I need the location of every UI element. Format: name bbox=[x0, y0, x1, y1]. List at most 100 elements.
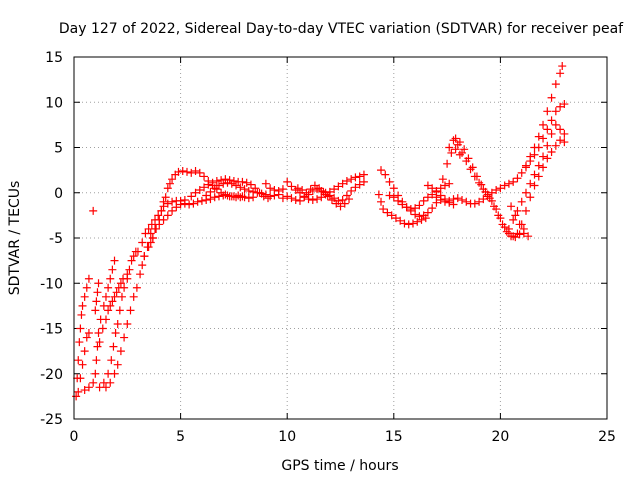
data-point bbox=[539, 152, 548, 161]
data-point bbox=[351, 183, 360, 192]
data-point bbox=[451, 134, 460, 143]
data-point bbox=[129, 292, 138, 301]
data-point bbox=[80, 386, 89, 395]
data-point bbox=[155, 220, 164, 229]
data-point bbox=[315, 184, 324, 193]
data-point bbox=[475, 178, 484, 187]
data-point bbox=[119, 274, 128, 283]
data-point bbox=[385, 177, 394, 186]
data-point bbox=[475, 197, 484, 206]
data-point bbox=[440, 181, 449, 190]
data-point bbox=[75, 338, 84, 347]
grid-lines bbox=[74, 57, 607, 419]
data-point bbox=[423, 181, 432, 190]
data-point bbox=[539, 163, 548, 172]
data-point bbox=[101, 292, 110, 301]
data-point bbox=[466, 165, 475, 174]
data-point bbox=[443, 159, 452, 168]
data-point bbox=[483, 192, 492, 201]
data-point bbox=[295, 196, 304, 205]
data-point bbox=[530, 170, 539, 179]
data-point bbox=[117, 292, 126, 301]
data-point bbox=[398, 200, 407, 209]
data-point bbox=[204, 180, 213, 189]
data-point bbox=[377, 197, 386, 206]
data-point bbox=[334, 182, 343, 191]
data-point bbox=[76, 374, 85, 383]
data-point bbox=[436, 184, 445, 193]
data-point bbox=[496, 214, 505, 223]
data-point bbox=[462, 197, 471, 206]
data-point bbox=[78, 301, 87, 310]
x-tick-label: 25 bbox=[598, 429, 616, 445]
data-point bbox=[193, 197, 202, 206]
data-point bbox=[519, 229, 528, 238]
data-point bbox=[95, 338, 104, 347]
data-point bbox=[106, 378, 115, 387]
data-point bbox=[94, 279, 103, 288]
data-point bbox=[191, 167, 200, 176]
data-point bbox=[232, 181, 241, 190]
data-point bbox=[195, 168, 204, 177]
data-point bbox=[487, 188, 496, 197]
data-point bbox=[210, 184, 219, 193]
data-point bbox=[138, 238, 147, 247]
x-tick-label: 10 bbox=[278, 429, 296, 445]
x-tick-label: 20 bbox=[491, 429, 509, 445]
data-point bbox=[513, 206, 522, 215]
data-point bbox=[342, 191, 351, 200]
y-tick-label: 5 bbox=[54, 141, 63, 157]
y-tick-label: -5 bbox=[49, 231, 63, 247]
data-point bbox=[104, 306, 113, 315]
data-point bbox=[253, 188, 262, 197]
data-point bbox=[163, 211, 172, 220]
data-point bbox=[387, 211, 396, 220]
data-point bbox=[197, 196, 206, 205]
data-point bbox=[323, 192, 332, 201]
data-point bbox=[543, 125, 552, 134]
data-point bbox=[313, 195, 322, 204]
data-point bbox=[113, 319, 122, 328]
data-point bbox=[560, 129, 569, 138]
data-point bbox=[283, 177, 292, 186]
data-point bbox=[244, 194, 253, 203]
data-point bbox=[381, 170, 390, 179]
data-point bbox=[92, 356, 101, 365]
data-point bbox=[234, 191, 243, 200]
data-point bbox=[206, 195, 215, 204]
data-point bbox=[227, 179, 236, 188]
data-point bbox=[110, 292, 119, 301]
data-point bbox=[84, 274, 93, 283]
x-tick-label: 5 bbox=[176, 429, 185, 445]
data-point bbox=[413, 217, 422, 226]
data-point bbox=[327, 195, 336, 204]
data-point bbox=[94, 329, 103, 338]
data-point bbox=[415, 212, 424, 221]
data-point bbox=[159, 215, 168, 224]
data-point bbox=[140, 252, 149, 261]
data-point bbox=[547, 93, 556, 102]
data-point bbox=[180, 195, 189, 204]
data-point bbox=[293, 184, 302, 193]
data-point bbox=[168, 206, 177, 215]
data-point bbox=[200, 183, 209, 192]
data-point bbox=[389, 184, 398, 193]
data-point bbox=[496, 184, 505, 193]
data-point bbox=[438, 175, 447, 184]
data-point bbox=[379, 205, 388, 214]
data-point bbox=[526, 152, 535, 161]
data-point bbox=[340, 199, 349, 208]
data-point bbox=[163, 199, 172, 208]
data-point bbox=[178, 167, 187, 176]
data-point bbox=[116, 347, 125, 356]
data-point bbox=[445, 179, 454, 188]
data-point bbox=[72, 392, 81, 401]
data-point bbox=[391, 214, 400, 223]
data-point bbox=[445, 143, 454, 152]
data-point bbox=[509, 215, 518, 224]
data-point bbox=[261, 179, 270, 188]
data-point bbox=[214, 192, 223, 201]
data-point bbox=[402, 203, 411, 212]
data-point bbox=[453, 194, 462, 203]
